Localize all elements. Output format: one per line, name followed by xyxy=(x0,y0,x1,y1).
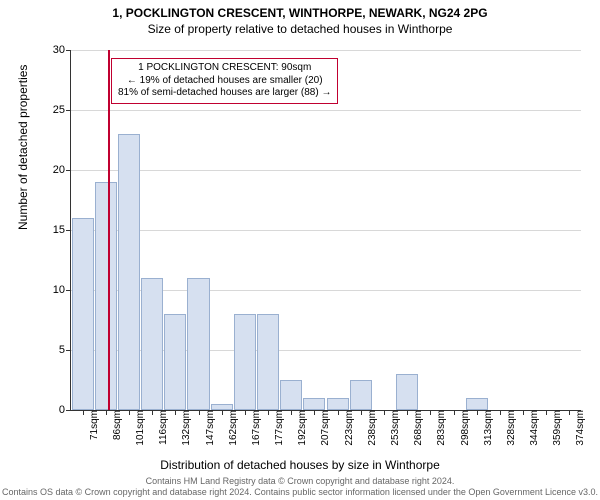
bar xyxy=(72,218,94,410)
bar xyxy=(187,278,209,410)
xtick-label: 313sqm xyxy=(481,410,494,446)
marker-line xyxy=(108,50,110,410)
bar xyxy=(303,398,325,410)
xtick-label: 223sqm xyxy=(342,410,355,446)
bar xyxy=(257,314,279,410)
xtick-label: 328sqm xyxy=(504,410,517,446)
chart-container: 1, POCKLINGTON CRESCENT, WINTHORPE, NEWA… xyxy=(0,0,600,500)
xtick-label: 132sqm xyxy=(179,410,192,446)
xtick-label: 298sqm xyxy=(458,410,471,446)
xtick-mark xyxy=(569,410,570,415)
footer-line1: Contains HM Land Registry data © Crown c… xyxy=(0,476,600,487)
ytick-label: 20 xyxy=(53,164,71,176)
xtick-mark xyxy=(546,410,547,415)
footer-line2: Contains OS data © Crown copyright and d… xyxy=(0,487,600,498)
xtick-mark xyxy=(83,410,84,415)
xtick-mark xyxy=(338,410,339,415)
xtick-mark xyxy=(384,410,385,415)
xtick-label: 86sqm xyxy=(110,410,123,440)
bar xyxy=(95,182,117,410)
xtick-mark xyxy=(430,410,431,415)
xtick-label: 374sqm xyxy=(573,410,586,446)
y-axis-label: Number of detached properties xyxy=(16,65,30,230)
x-axis-label: Distribution of detached houses by size … xyxy=(0,458,600,472)
xtick-label: 359sqm xyxy=(550,410,563,446)
bar xyxy=(141,278,163,410)
xtick-label: 283sqm xyxy=(434,410,447,446)
gridline xyxy=(71,110,581,111)
xtick-label: 167sqm xyxy=(249,410,262,446)
xtick-mark xyxy=(500,410,501,415)
ytick-label: 15 xyxy=(53,224,71,236)
xtick-mark xyxy=(407,410,408,415)
xtick-mark xyxy=(199,410,200,415)
xtick-mark xyxy=(361,410,362,415)
plot-area: 05101520253071sqm86sqm101sqm116sqm132sqm… xyxy=(70,50,581,411)
ytick-label: 5 xyxy=(59,344,71,356)
bar xyxy=(164,314,186,410)
annotation-line1: 1 POCKLINGTON CRESCENT: 90sqm xyxy=(118,62,331,75)
ytick-label: 25 xyxy=(53,104,71,116)
ytick-label: 0 xyxy=(59,404,71,416)
xtick-mark xyxy=(454,410,455,415)
bar xyxy=(466,398,488,410)
chart-title: 1, POCKLINGTON CRESCENT, WINTHORPE, NEWA… xyxy=(0,0,600,20)
gridline xyxy=(71,170,581,171)
bar xyxy=(280,380,302,410)
xtick-label: 177sqm xyxy=(272,410,285,446)
ytick-label: 30 xyxy=(53,44,71,56)
xtick-mark xyxy=(129,410,130,415)
xtick-label: 344sqm xyxy=(527,410,540,446)
xtick-label: 147sqm xyxy=(203,410,216,446)
bar xyxy=(396,374,418,410)
annotation-box: 1 POCKLINGTON CRESCENT: 90sqm ← 19% of d… xyxy=(111,58,338,104)
xtick-mark xyxy=(152,410,153,415)
annotation-line3: 81% of semi-detached houses are larger (… xyxy=(118,87,331,100)
bar xyxy=(234,314,256,410)
bar xyxy=(350,380,372,410)
xtick-mark xyxy=(268,410,269,415)
xtick-mark xyxy=(477,410,478,415)
xtick-label: 162sqm xyxy=(226,410,239,446)
xtick-label: 253sqm xyxy=(388,410,401,446)
xtick-mark xyxy=(314,410,315,415)
xtick-label: 101sqm xyxy=(133,410,146,446)
xtick-mark xyxy=(291,410,292,415)
xtick-label: 207sqm xyxy=(318,410,331,446)
xtick-mark xyxy=(175,410,176,415)
bar xyxy=(118,134,140,410)
ytick-label: 10 xyxy=(53,284,71,296)
xtick-mark xyxy=(106,410,107,415)
xtick-label: 268sqm xyxy=(411,410,424,446)
xtick-label: 238sqm xyxy=(365,410,378,446)
gridline xyxy=(71,230,581,231)
xtick-label: 71sqm xyxy=(87,410,100,440)
footer: Contains HM Land Registry data © Crown c… xyxy=(0,476,600,498)
annotation-line2: ← 19% of detached houses are smaller (20… xyxy=(118,75,331,88)
chart-subtitle: Size of property relative to detached ho… xyxy=(0,20,600,36)
xtick-label: 116sqm xyxy=(156,410,169,445)
xtick-mark xyxy=(222,410,223,415)
xtick-label: 192sqm xyxy=(295,410,308,446)
xtick-mark xyxy=(523,410,524,415)
gridline xyxy=(71,50,581,51)
xtick-mark xyxy=(245,410,246,415)
bar xyxy=(327,398,349,410)
